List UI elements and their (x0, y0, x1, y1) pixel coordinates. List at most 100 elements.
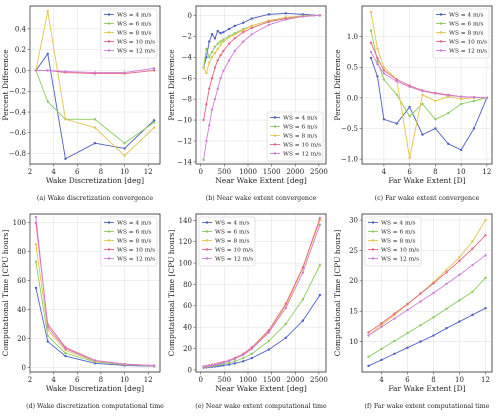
data-point (152, 126, 156, 129)
data-point (380, 325, 383, 329)
legend-entry: WS = 6 m/s (283, 125, 317, 131)
data-point (445, 268, 448, 272)
y-tick-label: 100 (179, 260, 192, 268)
data-point (380, 324, 383, 327)
x-tick-label: 6 (75, 376, 80, 384)
legend-entry: WS = 10 m/s (283, 143, 321, 149)
data-point (152, 69, 156, 72)
legend-entry: WS = 4 m/s (283, 116, 317, 122)
legend-marker (107, 22, 111, 25)
data-point (233, 362, 236, 365)
y-tick-label: −0.6 (9, 129, 27, 137)
data-point (421, 133, 424, 136)
data-point (419, 292, 422, 295)
legend-marker (439, 22, 443, 25)
data-point (219, 76, 222, 80)
y-tick-label: 20 (17, 335, 26, 343)
data-point (210, 108, 214, 111)
data-point (250, 352, 253, 356)
legend-marker (371, 239, 375, 242)
data-point (471, 240, 474, 243)
x-tick-label: 1000 (239, 376, 257, 384)
legend-marker (371, 248, 375, 251)
data-point (46, 52, 49, 56)
data-point (380, 347, 383, 351)
data-point (434, 118, 437, 121)
legend-marker (205, 239, 209, 242)
series-line-2 (35, 70, 155, 144)
data-point (267, 20, 270, 23)
data-point (419, 340, 422, 343)
y-tick-label: 0.5 (347, 64, 358, 72)
data-point (216, 59, 219, 62)
data-point (445, 282, 448, 286)
data-point (64, 351, 67, 355)
data-point (250, 347, 253, 351)
y-tick-label: 0.2 (15, 46, 26, 54)
data-point (210, 33, 214, 36)
data-point (447, 94, 450, 97)
legend-marker (371, 257, 375, 260)
data-point (318, 223, 322, 226)
data-point (471, 263, 474, 267)
panel-e: 0 500 1000 1500 2000 2500 0 20 40 60 80 100 120 140 Ne… (167, 213, 328, 410)
legend-marker (273, 125, 277, 128)
x-tick-label: 4 (382, 168, 387, 176)
data-point (46, 9, 49, 13)
y-tick-label: 0.0 (347, 94, 358, 102)
data-point (250, 356, 253, 360)
data-point (208, 87, 211, 90)
data-point (227, 27, 231, 31)
y-tick-label: 0 (188, 366, 192, 374)
legend-entry: WS = 4 m/s (449, 13, 483, 19)
plot-border (361, 5, 493, 165)
y-tick-label: 100 (13, 219, 26, 227)
legend-marker (273, 143, 277, 146)
data-point (123, 71, 126, 74)
data-point (301, 266, 305, 269)
panel-caption: (c) Far wake extent convergence (375, 195, 480, 202)
y-tick-label: 15 (349, 308, 358, 316)
y-tick-label: −4 (182, 54, 193, 62)
data-point (210, 56, 214, 59)
legend-marker (107, 257, 111, 260)
panel-c: 4 6 8 10 12 −1.0 −0.5 0.0 0.5 1.0 Far Wake Extent … (333, 5, 493, 202)
data-point (233, 37, 236, 40)
data-point (382, 69, 386, 72)
series-line-5 (35, 216, 155, 367)
legend-entry: WS = 8 m/s (449, 31, 483, 37)
legend-marker (107, 13, 111, 16)
y-tick-label: 60 (183, 302, 192, 310)
series-line-1 (203, 12, 320, 68)
data-point (485, 96, 489, 100)
data-point (216, 29, 219, 33)
x-axis-label: Far Wake Extent [D] (388, 384, 465, 393)
x-tick-label: 8 (431, 376, 435, 384)
legend-marker (273, 152, 277, 155)
data-point (376, 59, 379, 63)
data-point (233, 360, 236, 363)
panel-caption: (d) Wake discretization computational ti… (26, 403, 164, 410)
legend-frame (266, 111, 324, 162)
panel-d: 2 4 6 8 10 12 0 20 40 60 80 100 Wake Discretization … (1, 213, 164, 410)
legend-entry: WS = 8 m/s (117, 239, 151, 245)
legend-marker (371, 230, 375, 233)
data-point (369, 50, 373, 54)
data-point (205, 47, 208, 51)
data-point (458, 259, 461, 262)
data-point (406, 346, 409, 349)
data-point (369, 56, 373, 60)
y-tick-label: 20 (183, 345, 192, 353)
y-axis-label: Computational Time [CPU hours] (167, 230, 176, 357)
x-tick-label: 1000 (239, 168, 257, 176)
legend-entry: WS = 4 m/s (381, 221, 415, 227)
y-tick-label: 60 (17, 277, 26, 285)
legend-entry: WS = 12 m/s (449, 49, 487, 55)
data-point (93, 142, 97, 145)
data-point (406, 331, 409, 335)
x-axis-label: Near Wake Extent [deg] (215, 384, 307, 393)
plot-border (195, 213, 327, 373)
data-point (284, 18, 288, 21)
x-tick-label: 4 (51, 376, 56, 384)
data-point (213, 97, 217, 101)
